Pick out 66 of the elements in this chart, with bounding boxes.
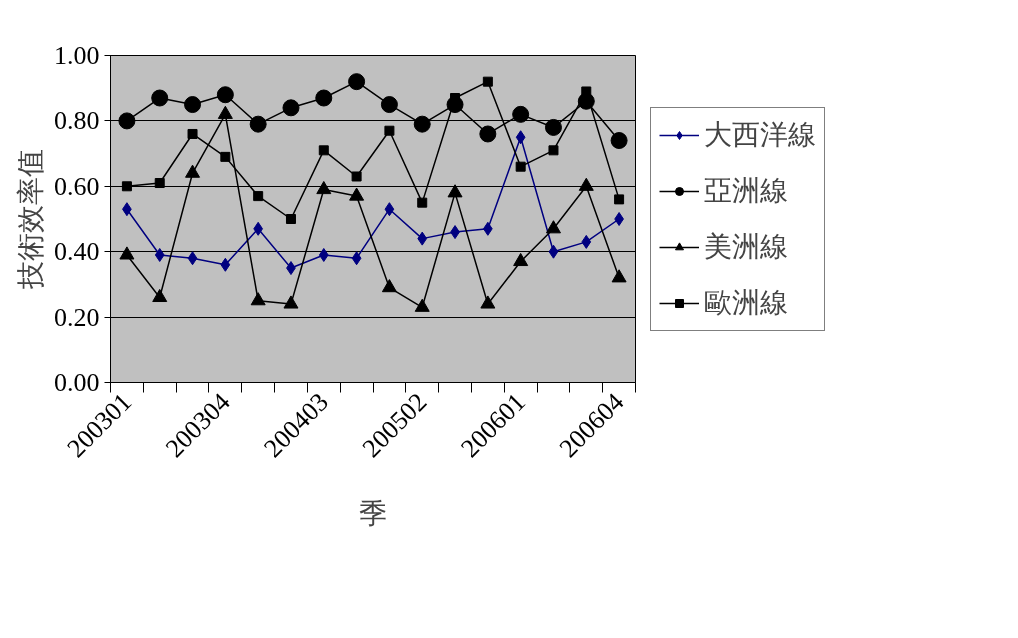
point	[151, 89, 169, 107]
y-tick-label: 0.00	[54, 368, 100, 397]
point	[253, 191, 264, 202]
point	[515, 161, 526, 172]
point	[513, 252, 529, 267]
legend-label: 美洲線	[704, 229, 788, 264]
point	[480, 295, 496, 309]
point	[614, 212, 624, 226]
point	[285, 214, 296, 224]
y-tick-label: 0.20	[54, 302, 100, 332]
point	[121, 181, 132, 192]
point	[614, 194, 625, 205]
legend-label: 歐洲線	[704, 285, 788, 320]
point	[447, 184, 463, 198]
point	[380, 96, 398, 114]
point	[184, 96, 202, 114]
legend-label: 亞洲線	[704, 173, 788, 208]
point	[220, 151, 231, 162]
point	[581, 234, 592, 249]
point	[220, 257, 231, 272]
point	[381, 279, 397, 293]
point	[185, 164, 201, 178]
point	[318, 247, 329, 262]
point	[318, 145, 329, 156]
point	[315, 89, 333, 107]
point	[154, 247, 165, 262]
point	[515, 130, 526, 145]
point	[349, 187, 365, 201]
point	[611, 269, 627, 283]
point	[119, 246, 135, 260]
point	[282, 99, 300, 117]
point	[414, 298, 430, 312]
point	[283, 295, 299, 309]
point	[479, 125, 497, 143]
point	[384, 202, 395, 217]
point	[413, 115, 431, 133]
point	[384, 125, 395, 136]
point	[417, 231, 428, 246]
point	[316, 180, 332, 195]
point	[545, 220, 561, 234]
point	[512, 105, 530, 123]
y-tick-label: 1.00	[54, 41, 100, 70]
y-tick-label: 0.60	[54, 171, 100, 201]
y-tick-label: 0.80	[54, 106, 100, 136]
point	[187, 128, 198, 139]
y-axis-title: 技術效率值	[15, 149, 46, 290]
point	[578, 177, 594, 191]
point	[351, 251, 362, 266]
point	[544, 118, 562, 136]
point	[610, 132, 628, 149]
point	[482, 76, 493, 87]
y-tick-label: 0.40	[54, 237, 100, 267]
point	[548, 244, 559, 259]
point	[152, 288, 168, 303]
point	[417, 197, 428, 208]
point	[154, 178, 165, 189]
point	[216, 86, 234, 104]
legend-label: 大西洋線	[704, 117, 816, 152]
point	[250, 292, 266, 306]
point	[249, 115, 267, 133]
point	[548, 145, 559, 156]
point	[118, 112, 136, 130]
point	[348, 73, 366, 91]
x-axis-title: 季	[359, 497, 387, 529]
point	[187, 251, 198, 266]
point	[351, 171, 362, 182]
